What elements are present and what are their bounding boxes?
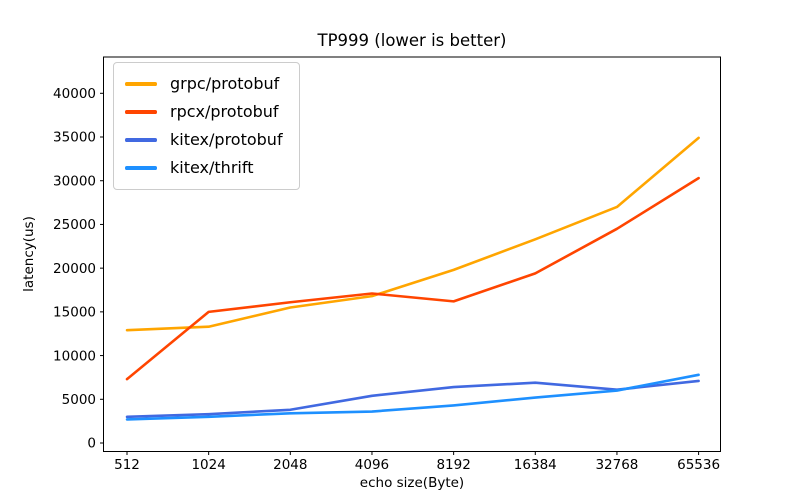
- plot-frame: [103, 56, 721, 452]
- legend-line-icon: [125, 138, 157, 142]
- chart-title: TP999 (lower is better): [317, 31, 507, 50]
- x-tick-label: 32768: [595, 457, 638, 473]
- x-tick-label: 2048: [273, 457, 307, 473]
- series-line-rpcx-protobuf: [125, 176, 700, 381]
- legend-item: grpc/protobuf: [125, 70, 283, 98]
- y-tick-label: 35000: [53, 130, 96, 146]
- legend-line-icon: [125, 166, 157, 170]
- series-line-kitex-protobuf: [125, 379, 700, 419]
- y-tick-label: 20000: [53, 261, 96, 277]
- x-tick-label: 65536: [677, 457, 720, 473]
- legend-label: kitex/thrift: [170, 158, 254, 177]
- legend-label: grpc/protobuf: [170, 74, 280, 93]
- chart-legend: grpc/protobuf rpcx/protobuf kitex/protobuf…: [113, 62, 300, 190]
- legend-line-icon: [125, 82, 157, 86]
- y-tick-label: 40000: [53, 86, 96, 102]
- x-tick-label: 8192: [436, 457, 470, 473]
- y-axis-label: latency(us): [21, 216, 37, 292]
- y-tick-label: 30000: [53, 173, 96, 189]
- y-tick-label: 0: [87, 436, 96, 452]
- series-line-grpc-protobuf: [125, 136, 700, 332]
- x-tick-label: 16384: [514, 457, 557, 473]
- legend-item: kitex/thrift: [125, 154, 283, 182]
- series-line-kitex-thrift: [125, 373, 700, 421]
- legend-label: rpcx/protobuf: [170, 102, 279, 121]
- legend-item: rpcx/protobuf: [125, 98, 283, 126]
- y-tick-label: 25000: [53, 217, 96, 233]
- x-axis-label: echo size(Byte): [360, 475, 464, 491]
- legend-line-icon: [125, 110, 157, 114]
- x-tick-label: 1024: [191, 457, 225, 473]
- x-tick-label: 512: [114, 457, 140, 473]
- legend-item: kitex/protobuf: [125, 126, 283, 154]
- y-tick-label: 10000: [53, 348, 96, 364]
- x-tick-label: 4096: [355, 457, 389, 473]
- legend-label: kitex/protobuf: [170, 130, 283, 149]
- y-tick-label: 15000: [53, 305, 96, 321]
- y-tick-label: 5000: [62, 392, 96, 408]
